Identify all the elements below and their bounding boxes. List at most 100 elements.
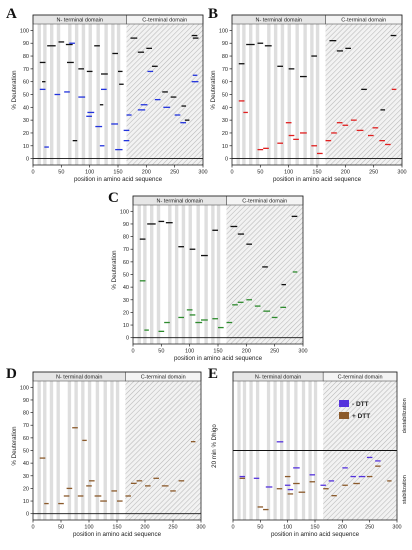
- residue-band: [143, 205, 147, 344]
- n-domain-label: N- terminal domain: [157, 199, 203, 205]
- y-tick-label: 50: [222, 93, 228, 99]
- legend-swatch-plus-dtt: [339, 412, 349, 419]
- panel-a: A N- terminal domain C-terminal domain 0 50 1…: [6, 6, 208, 183]
- x-tick-label: 250: [168, 525, 177, 531]
- y-tick-label: 30: [23, 118, 29, 124]
- y-tick-label: 30: [23, 474, 29, 480]
- y-axis-label: % Deuteration: [11, 70, 18, 110]
- x-tick-label: 250: [365, 525, 374, 531]
- y-tick-label: 70: [123, 247, 129, 253]
- panel-letter: A: [6, 6, 17, 22]
- residue-band: [216, 205, 221, 344]
- residue-band: [196, 205, 200, 344]
- x-tick-label: 0: [131, 349, 134, 355]
- x-tick-label: 200: [142, 170, 151, 176]
- residue-band: [150, 205, 154, 344]
- residue-band: [287, 24, 291, 165]
- c-terminal-hatch: [125, 381, 201, 520]
- residue-band: [116, 24, 121, 165]
- y-tick-label: 10: [23, 499, 29, 505]
- panel-d: D N- terminal domain C-terminal domain 0 50 1…: [6, 366, 206, 538]
- residue-band: [37, 24, 41, 165]
- annotation-destabilization: destabilization: [402, 398, 408, 433]
- residue-band: [242, 24, 246, 165]
- panel-e: E N- terminal domain C-terminal domain 0 50 1…: [208, 366, 408, 538]
- x-tick-label: 100: [284, 170, 293, 176]
- n-domain-label: N- terminal domain: [57, 18, 103, 24]
- y-tick-label: 10: [23, 144, 29, 150]
- residue-band: [188, 205, 192, 344]
- y-axis-label: 20 min % Dhigo: [211, 424, 218, 468]
- y-tick-label: 50: [23, 449, 29, 455]
- x-tick-label: 0: [231, 525, 234, 531]
- x-tick-label: 100: [283, 525, 292, 531]
- y-tick-label: 90: [23, 41, 29, 47]
- panel-c: C N- terminal domain C-terminal domain 0 50 1…: [108, 190, 308, 362]
- residue-band: [211, 205, 215, 344]
- x-axis-label: position in amino acid sequence: [73, 531, 162, 538]
- x-tick-label: 300: [397, 170, 406, 176]
- c-domain-label: C-terminal domain: [242, 199, 287, 205]
- x-tick-label: 0: [230, 170, 233, 176]
- x-tick-label: 300: [196, 525, 205, 531]
- y-tick-label: 20: [23, 486, 29, 492]
- residue-band: [249, 24, 253, 165]
- n-domain-label: N- terminal domain: [256, 18, 302, 24]
- residue-band: [81, 381, 85, 520]
- y-tick-label: 70: [23, 423, 29, 429]
- x-tick-label: 0: [31, 170, 34, 176]
- y-tick-label: 90: [222, 41, 228, 47]
- y-tick-label: 10: [123, 323, 129, 329]
- legend-label-plus-dtt: + DTT: [352, 413, 370, 420]
- y-tick-label: 70: [23, 67, 29, 73]
- x-tick-label: 300: [392, 525, 401, 531]
- legend-label-minus-dtt: - DTT: [352, 401, 369, 408]
- y-tick-label: 80: [23, 411, 29, 417]
- y-tick-label: 10: [222, 144, 228, 150]
- y-tick-label: 40: [222, 105, 228, 111]
- residue-band: [67, 381, 72, 520]
- y-tick-label: 60: [123, 260, 129, 266]
- y-tick-label: 0: [126, 336, 129, 342]
- x-tick-label: 300: [198, 170, 207, 176]
- y-tick-label: 40: [123, 285, 129, 291]
- residue-band: [88, 24, 92, 165]
- y-tick-label: 40: [23, 105, 29, 111]
- legend-swatch-minus-dtt: [339, 400, 349, 407]
- residue-band: [68, 24, 72, 165]
- y-axis-label: % Deuteration: [210, 70, 217, 110]
- residue-band: [168, 205, 172, 344]
- residue-band: [137, 205, 141, 344]
- y-tick-label: 30: [123, 298, 129, 304]
- x-tick-label: 150: [310, 525, 319, 531]
- residue-band: [315, 24, 320, 165]
- x-tick-label: 300: [298, 349, 307, 355]
- x-tick-label: 0: [31, 525, 34, 531]
- y-tick-label: 30: [222, 118, 228, 124]
- residue-band: [267, 24, 271, 165]
- residue-band: [111, 24, 115, 165]
- x-tick-label: 100: [84, 525, 93, 531]
- x-tick-label: 250: [369, 170, 378, 176]
- residue-band: [295, 24, 299, 165]
- x-tick-label: 150: [113, 170, 122, 176]
- x-axis-label: position in amino acid sequence: [271, 531, 360, 538]
- residue-band: [236, 24, 240, 165]
- panel-letter: C: [108, 190, 119, 206]
- y-tick-label: 100: [219, 28, 228, 34]
- residue-band: [56, 381, 60, 520]
- n-domain-label: N- terminal domain: [255, 375, 301, 381]
- residue-band: [204, 205, 208, 344]
- residue-band: [74, 381, 78, 520]
- x-tick-label: 50: [58, 525, 64, 531]
- c-terminal-hatch: [226, 205, 303, 344]
- x-tick-label: 150: [213, 349, 222, 355]
- residue-band: [310, 24, 314, 165]
- y-tick-label: 60: [23, 80, 29, 86]
- y-tick-label: 20: [123, 310, 129, 316]
- x-tick-label: 200: [341, 170, 350, 176]
- residue-band: [280, 24, 285, 165]
- residue-band: [43, 24, 47, 165]
- y-tick-label: 60: [23, 436, 29, 442]
- y-tick-label: 40: [23, 461, 29, 467]
